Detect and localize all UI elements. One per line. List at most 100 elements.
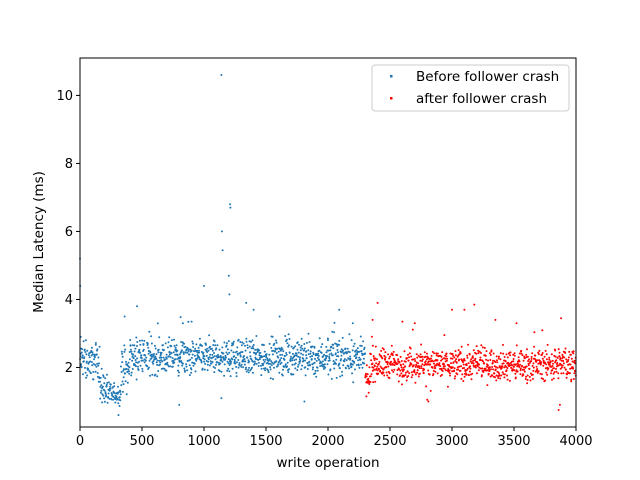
data-point-before-crash xyxy=(283,366,285,368)
data-point-after-crash xyxy=(501,365,504,368)
data-point-after-crash xyxy=(444,369,447,372)
data-point-after-crash xyxy=(420,343,423,346)
data-point-after-crash xyxy=(533,345,536,348)
data-point-before-crash xyxy=(335,376,338,379)
data-point-before-crash xyxy=(213,355,216,358)
data-point-after-crash xyxy=(540,373,543,376)
data-point-before-crash xyxy=(272,378,274,381)
data-point-after-crash xyxy=(379,365,382,368)
data-point-before-crash xyxy=(81,356,84,359)
data-point-after-crash xyxy=(491,366,494,368)
data-point-after-crash xyxy=(463,367,465,369)
data-point-after-crash xyxy=(545,363,548,366)
data-point-after-crash xyxy=(505,365,507,368)
data-point-before-crash xyxy=(99,397,102,400)
data-point-after-crash xyxy=(500,374,503,377)
data-point-before-crash xyxy=(362,357,365,360)
data-point-before-crash xyxy=(232,342,235,345)
data-point-before-crash xyxy=(99,376,102,379)
data-point-before-crash xyxy=(355,356,358,359)
data-point-after-crash xyxy=(374,345,377,348)
data-point-before-crash xyxy=(352,381,355,384)
data-point-before-crash xyxy=(272,349,275,352)
data-point-before-crash xyxy=(193,350,196,353)
data-point-after-crash xyxy=(459,352,462,355)
data-point-after-crash xyxy=(559,357,562,360)
data-point-before-crash xyxy=(155,361,158,364)
data-point-after-crash xyxy=(516,370,519,373)
data-point-before-crash xyxy=(350,365,353,368)
data-point-before-crash xyxy=(200,361,203,364)
data-point-after-crash xyxy=(389,355,391,358)
data-point-before-crash xyxy=(271,361,274,364)
data-point-before-crash xyxy=(92,378,95,381)
data-point-after-crash xyxy=(377,372,380,375)
data-point-before-crash xyxy=(318,358,321,361)
data-point-before-crash xyxy=(83,348,86,351)
data-point-before-crash xyxy=(202,357,205,360)
data-point-after-crash-outlier xyxy=(558,403,561,406)
data-point-before-crash xyxy=(205,354,208,357)
data-point-before-crash xyxy=(345,359,348,362)
data-point-after-crash xyxy=(430,354,433,357)
data-point-after-crash xyxy=(498,374,501,377)
data-point-before-crash xyxy=(90,349,93,352)
data-point-after-crash xyxy=(373,365,376,368)
data-point-before-crash xyxy=(241,351,244,353)
data-point-before-crash xyxy=(179,356,182,358)
data-point-before-crash xyxy=(170,339,173,342)
data-point-after-crash xyxy=(434,370,437,373)
data-point-before-crash-outlier xyxy=(190,320,193,323)
data-point-after-crash xyxy=(391,354,394,357)
y-tick-label: 2 xyxy=(65,361,73,376)
data-point-before-crash xyxy=(174,346,177,349)
data-point-before-crash xyxy=(327,339,329,342)
data-point-after-crash xyxy=(545,353,548,356)
data-point-before-crash xyxy=(128,372,131,375)
data-point-before-crash-outlier xyxy=(252,308,255,311)
data-point-after-crash xyxy=(496,361,499,364)
data-point-before-crash xyxy=(250,358,253,361)
data-point-after-crash xyxy=(441,351,444,354)
data-point-before-crash xyxy=(140,359,143,362)
data-point-after-crash xyxy=(402,363,405,366)
data-point-before-crash xyxy=(213,340,216,343)
data-point-before-crash xyxy=(341,374,344,377)
data-point-before-crash xyxy=(361,366,364,369)
data-point-before-crash xyxy=(134,347,137,350)
legend-marker-after xyxy=(390,97,393,100)
data-point-after-crash xyxy=(400,360,403,362)
data-point-before-crash xyxy=(154,347,157,350)
data-point-before-crash xyxy=(301,347,304,350)
data-point-after-crash xyxy=(477,349,480,352)
data-point-after-crash xyxy=(402,366,405,369)
data-point-before-crash xyxy=(136,357,139,360)
data-point-before-crash xyxy=(325,345,328,348)
data-point-after-crash xyxy=(516,362,519,365)
data-point-before-crash xyxy=(246,344,249,347)
data-point-before-crash xyxy=(165,369,168,372)
data-point-before-crash xyxy=(194,347,197,350)
data-point-before-crash xyxy=(302,357,305,360)
data-point-before-crash xyxy=(238,364,241,367)
data-point-before-crash xyxy=(177,374,180,377)
data-point-after-crash xyxy=(561,364,564,367)
data-point-before-crash xyxy=(122,383,125,386)
data-point-before-crash xyxy=(305,354,308,357)
data-point-after-crash xyxy=(366,373,369,376)
data-point-after-crash xyxy=(378,353,381,356)
data-point-before-crash xyxy=(227,367,230,370)
data-point-before-crash xyxy=(117,414,120,417)
data-point-before-crash xyxy=(141,359,144,362)
data-point-before-crash xyxy=(173,361,176,364)
data-point-after-crash xyxy=(523,370,526,373)
data-point-before-crash xyxy=(212,365,215,368)
data-point-before-crash xyxy=(349,357,352,360)
data-point-before-crash xyxy=(259,364,262,367)
data-point-after-crash xyxy=(540,361,543,364)
data-point-before-crash xyxy=(120,371,123,373)
data-point-after-crash xyxy=(541,329,544,332)
data-point-before-crash xyxy=(180,341,183,343)
data-point-before-crash xyxy=(142,348,145,351)
data-point-before-crash xyxy=(336,345,339,348)
